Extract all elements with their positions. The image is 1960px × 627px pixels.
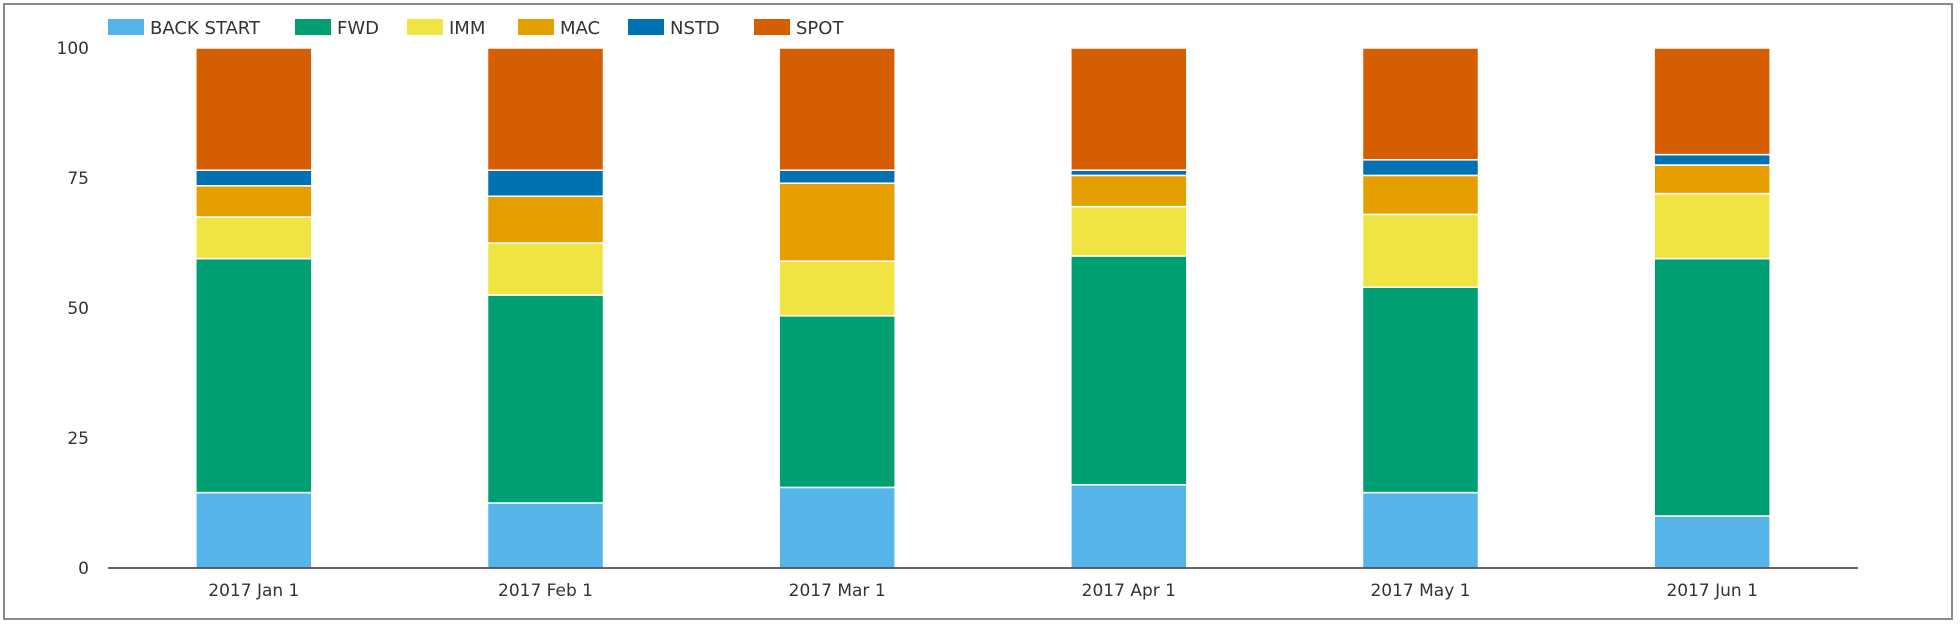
legend-swatch-spot: [754, 19, 790, 35]
legend-swatch-imm: [407, 19, 443, 35]
bar-2017-jan-1-fwd: [195, 257, 313, 494]
legend-swatch-nstd: [628, 19, 664, 35]
bar-2017-feb-1-fwd: [486, 294, 605, 504]
y-tick-label-25: 25: [67, 429, 89, 449]
bar-2017-jan-1-imm: [195, 216, 313, 260]
bar-2017-feb-1-spot: [486, 47, 605, 171]
bar-2017-jun-1-nstd: [1653, 153, 1771, 166]
bar-2017-mar-1-back-start: [778, 486, 896, 569]
bar-2017-may-1-nstd: [1361, 159, 1480, 177]
legend-swatch-mac: [518, 19, 554, 35]
bar-2017-mar-1-fwd: [778, 315, 896, 489]
legend-label-imm: IMM: [449, 18, 485, 39]
bar-2017-jan-1-mac: [195, 185, 313, 218]
bar-2017-apr-1-spot: [1070, 47, 1188, 171]
bars: [195, 47, 1771, 569]
y-axis: 0 25 50 75 100: [57, 39, 89, 579]
bar-2017-mar-1-spot: [778, 47, 896, 171]
bar-2017-may-1-mac: [1361, 174, 1480, 216]
bar-2017-jun-1-imm: [1653, 192, 1771, 260]
bar-2017-apr-1-nstd: [1070, 169, 1188, 177]
bar-2017-apr-1-back-start: [1070, 484, 1188, 569]
x-tick-label-2017-apr-1: 2017 Apr 1: [1082, 581, 1176, 601]
legend-label-spot: SPOT: [796, 18, 844, 39]
chart-frame: BACK START FWD IMM MAC NSTD SPOT 0 25 50 75 100 2…: [3, 3, 1953, 620]
x-tick-label-2017-may-1: 2017 May 1: [1370, 581, 1470, 601]
y-tick-label-50: 50: [67, 299, 89, 319]
bar-2017-apr-1-mac: [1070, 174, 1188, 208]
legend-swatch-back-start: [108, 19, 144, 35]
bar-2017-may-1-fwd: [1361, 286, 1480, 494]
bar-2017-apr-1-fwd: [1070, 255, 1188, 486]
x-axis: 2017 Jan 1 2017 Feb 1 2017 Mar 1 2017 Apr 1…: [108, 567, 1858, 601]
bar-2017-apr-1-imm: [1070, 205, 1188, 257]
bar-2017-mar-1-mac: [778, 182, 896, 262]
legend-swatch-fwd: [295, 19, 331, 35]
x-tick-label-2017-mar-1: 2017 Mar 1: [789, 581, 886, 601]
bar-2017-jan-1-back-start: [195, 491, 313, 569]
legend-label-back-start: BACK START: [150, 18, 261, 39]
legend-label-mac: MAC: [560, 18, 600, 39]
x-tick-label-2017-jun-1: 2017 Jun 1: [1666, 581, 1757, 601]
bar-2017-jun-1-mac: [1653, 164, 1771, 195]
legend-label-nstd: NSTD: [670, 18, 720, 39]
y-tick-label-100: 100: [57, 39, 89, 59]
bar-2017-feb-1-imm: [486, 242, 605, 296]
bar-2017-jun-1-fwd: [1653, 257, 1771, 517]
bar-2017-may-1-back-start: [1361, 491, 1480, 569]
stacked-bar-chart: BACK START FWD IMM MAC NSTD SPOT 0 25 50 75 100 2…: [57, 18, 1858, 601]
bar-2017-jun-1-spot: [1653, 47, 1771, 156]
legend: BACK START FWD IMM MAC NSTD SPOT: [108, 18, 844, 39]
bar-2017-mar-1-nstd: [778, 169, 896, 184]
bar-2017-feb-1-nstd: [486, 169, 605, 197]
x-tick-label-2017-feb-1: 2017 Feb 1: [498, 581, 593, 601]
legend-label-fwd: FWD: [337, 18, 379, 39]
y-tick-label-75: 75: [67, 169, 89, 189]
y-tick-label-0: 0: [78, 559, 89, 579]
bar-2017-jan-1-spot: [195, 47, 313, 171]
bar-2017-feb-1-back-start: [486, 502, 605, 569]
bar-2017-feb-1-mac: [486, 195, 605, 244]
bar-2017-jun-1-back-start: [1653, 515, 1771, 569]
x-tick-label-2017-jan-1: 2017 Jan 1: [208, 581, 299, 601]
bar-2017-may-1-spot: [1361, 47, 1480, 161]
bar-2017-may-1-imm: [1361, 213, 1480, 288]
bar-2017-jan-1-nstd: [195, 169, 313, 187]
bar-2017-mar-1-imm: [778, 260, 896, 317]
